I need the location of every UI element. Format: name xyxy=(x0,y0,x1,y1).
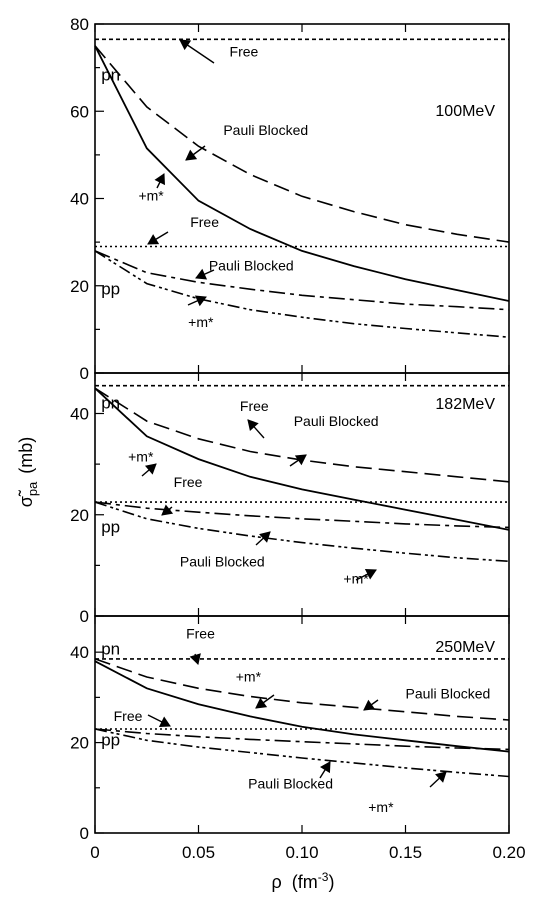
y-tick-label: 0 xyxy=(80,824,89,843)
x-tick-label: 0 xyxy=(90,843,99,862)
curve-annotation: +m* xyxy=(138,188,164,204)
series-pp-mstar xyxy=(94,250,510,338)
annotation-arrow xyxy=(255,531,271,546)
annotation-arrow xyxy=(185,145,206,161)
x-tick-label: 0.05 xyxy=(182,843,215,862)
y-tick-label: 80 xyxy=(70,15,89,34)
curve-annotation: Free xyxy=(230,44,259,60)
curve-annotation: Pauli Blocked xyxy=(209,257,294,273)
panel-3: 0 20 40 0 0.05 0.10 0.15 0.20 250MeV pn pp Free Free… xyxy=(70,615,526,862)
y-tick-label: 0 xyxy=(80,364,89,383)
series-pp-pauli xyxy=(94,728,510,751)
series-pp-pauli xyxy=(94,501,510,529)
energy-label: 250MeV xyxy=(435,639,495,656)
curve-annotation: Free xyxy=(240,398,269,414)
y-tick-label: 40 xyxy=(70,405,89,424)
series-pn-pauli xyxy=(94,658,510,721)
curve-annotation: Pauli Blocked xyxy=(406,685,491,701)
series-pn-mstar xyxy=(94,660,510,753)
y-tick-label: 0 xyxy=(80,607,89,626)
annotation-arrow xyxy=(189,653,201,665)
y-tick-label: 60 xyxy=(70,102,89,121)
region-label: pn xyxy=(101,393,120,412)
curve-annotation: Free xyxy=(186,626,215,642)
annotation-arrow xyxy=(247,419,265,439)
series-pp-pauli xyxy=(94,250,510,311)
series-pp-mstar xyxy=(94,728,510,778)
series-pp-mstar xyxy=(94,501,510,563)
region-label: pp xyxy=(101,517,120,536)
curve-annotation: Pauli Blocked xyxy=(223,122,308,138)
annotation-arrow xyxy=(355,569,377,581)
y-tick-label: 40 xyxy=(70,190,89,209)
energy-label: 182MeV xyxy=(435,396,495,413)
annotation-arrow xyxy=(363,699,379,711)
annotation-arrow xyxy=(179,39,215,64)
annotation-arrow xyxy=(154,173,165,189)
x-tick-label: 0.15 xyxy=(389,843,422,862)
region-label: pp xyxy=(101,279,120,298)
curve-annotation: +m* xyxy=(128,449,154,465)
energy-label: 100MeV xyxy=(435,103,495,120)
annotation-arrow xyxy=(147,714,171,727)
curve-annotation: +m* xyxy=(343,571,369,587)
x-axis-title: ρ (fm-3) xyxy=(272,870,335,892)
annotation-arrow xyxy=(161,504,174,516)
region-label: pp xyxy=(101,731,120,750)
annotation-arrow xyxy=(147,231,169,245)
region-label: pn xyxy=(101,66,120,85)
series-pn-pauli xyxy=(94,45,510,243)
curve-annotation: +m* xyxy=(368,799,394,815)
annotation-arrow xyxy=(255,694,275,709)
annotation-arrow xyxy=(195,268,215,280)
annotation-arrow xyxy=(429,771,447,788)
x-tick-label: 0.20 xyxy=(492,843,525,862)
curve-annotation: Free xyxy=(174,474,203,490)
region-label: pn xyxy=(101,639,120,658)
y-tick-label: 40 xyxy=(70,643,89,662)
y-tick-label: 20 xyxy=(70,734,89,753)
curve-annotation: +m* xyxy=(188,314,214,330)
curve-annotation: +m* xyxy=(236,669,262,685)
series-pn-mstar xyxy=(94,387,510,531)
y-tick-label: 20 xyxy=(70,506,89,525)
curve-annotation: Pauli Blocked xyxy=(248,776,333,792)
panel-2: 0 20 40 182MeV pn pp Free Pauli Blocked +m* Free P… xyxy=(70,372,510,626)
annotation-arrow xyxy=(141,463,157,477)
annotation-arrow xyxy=(187,295,207,307)
annotation-arrow xyxy=(319,761,331,779)
y-axis-title: σ̃pa(mb) xyxy=(16,437,40,508)
curve-annotation: Free xyxy=(114,708,143,724)
panel-1: 0 20 40 60 80 100MeV pn pp Free Pauli Blocked +m* F… xyxy=(70,15,510,383)
curve-annotation: Pauli Blocked xyxy=(294,413,379,429)
x-tick-label: 0.10 xyxy=(285,843,318,862)
y-tick-label: 20 xyxy=(70,277,89,296)
curve-annotation: Free xyxy=(190,214,219,230)
curve-annotation: Pauli Blocked xyxy=(180,553,265,569)
series-pn-mstar xyxy=(94,45,510,302)
annotation-arrow xyxy=(289,454,307,467)
